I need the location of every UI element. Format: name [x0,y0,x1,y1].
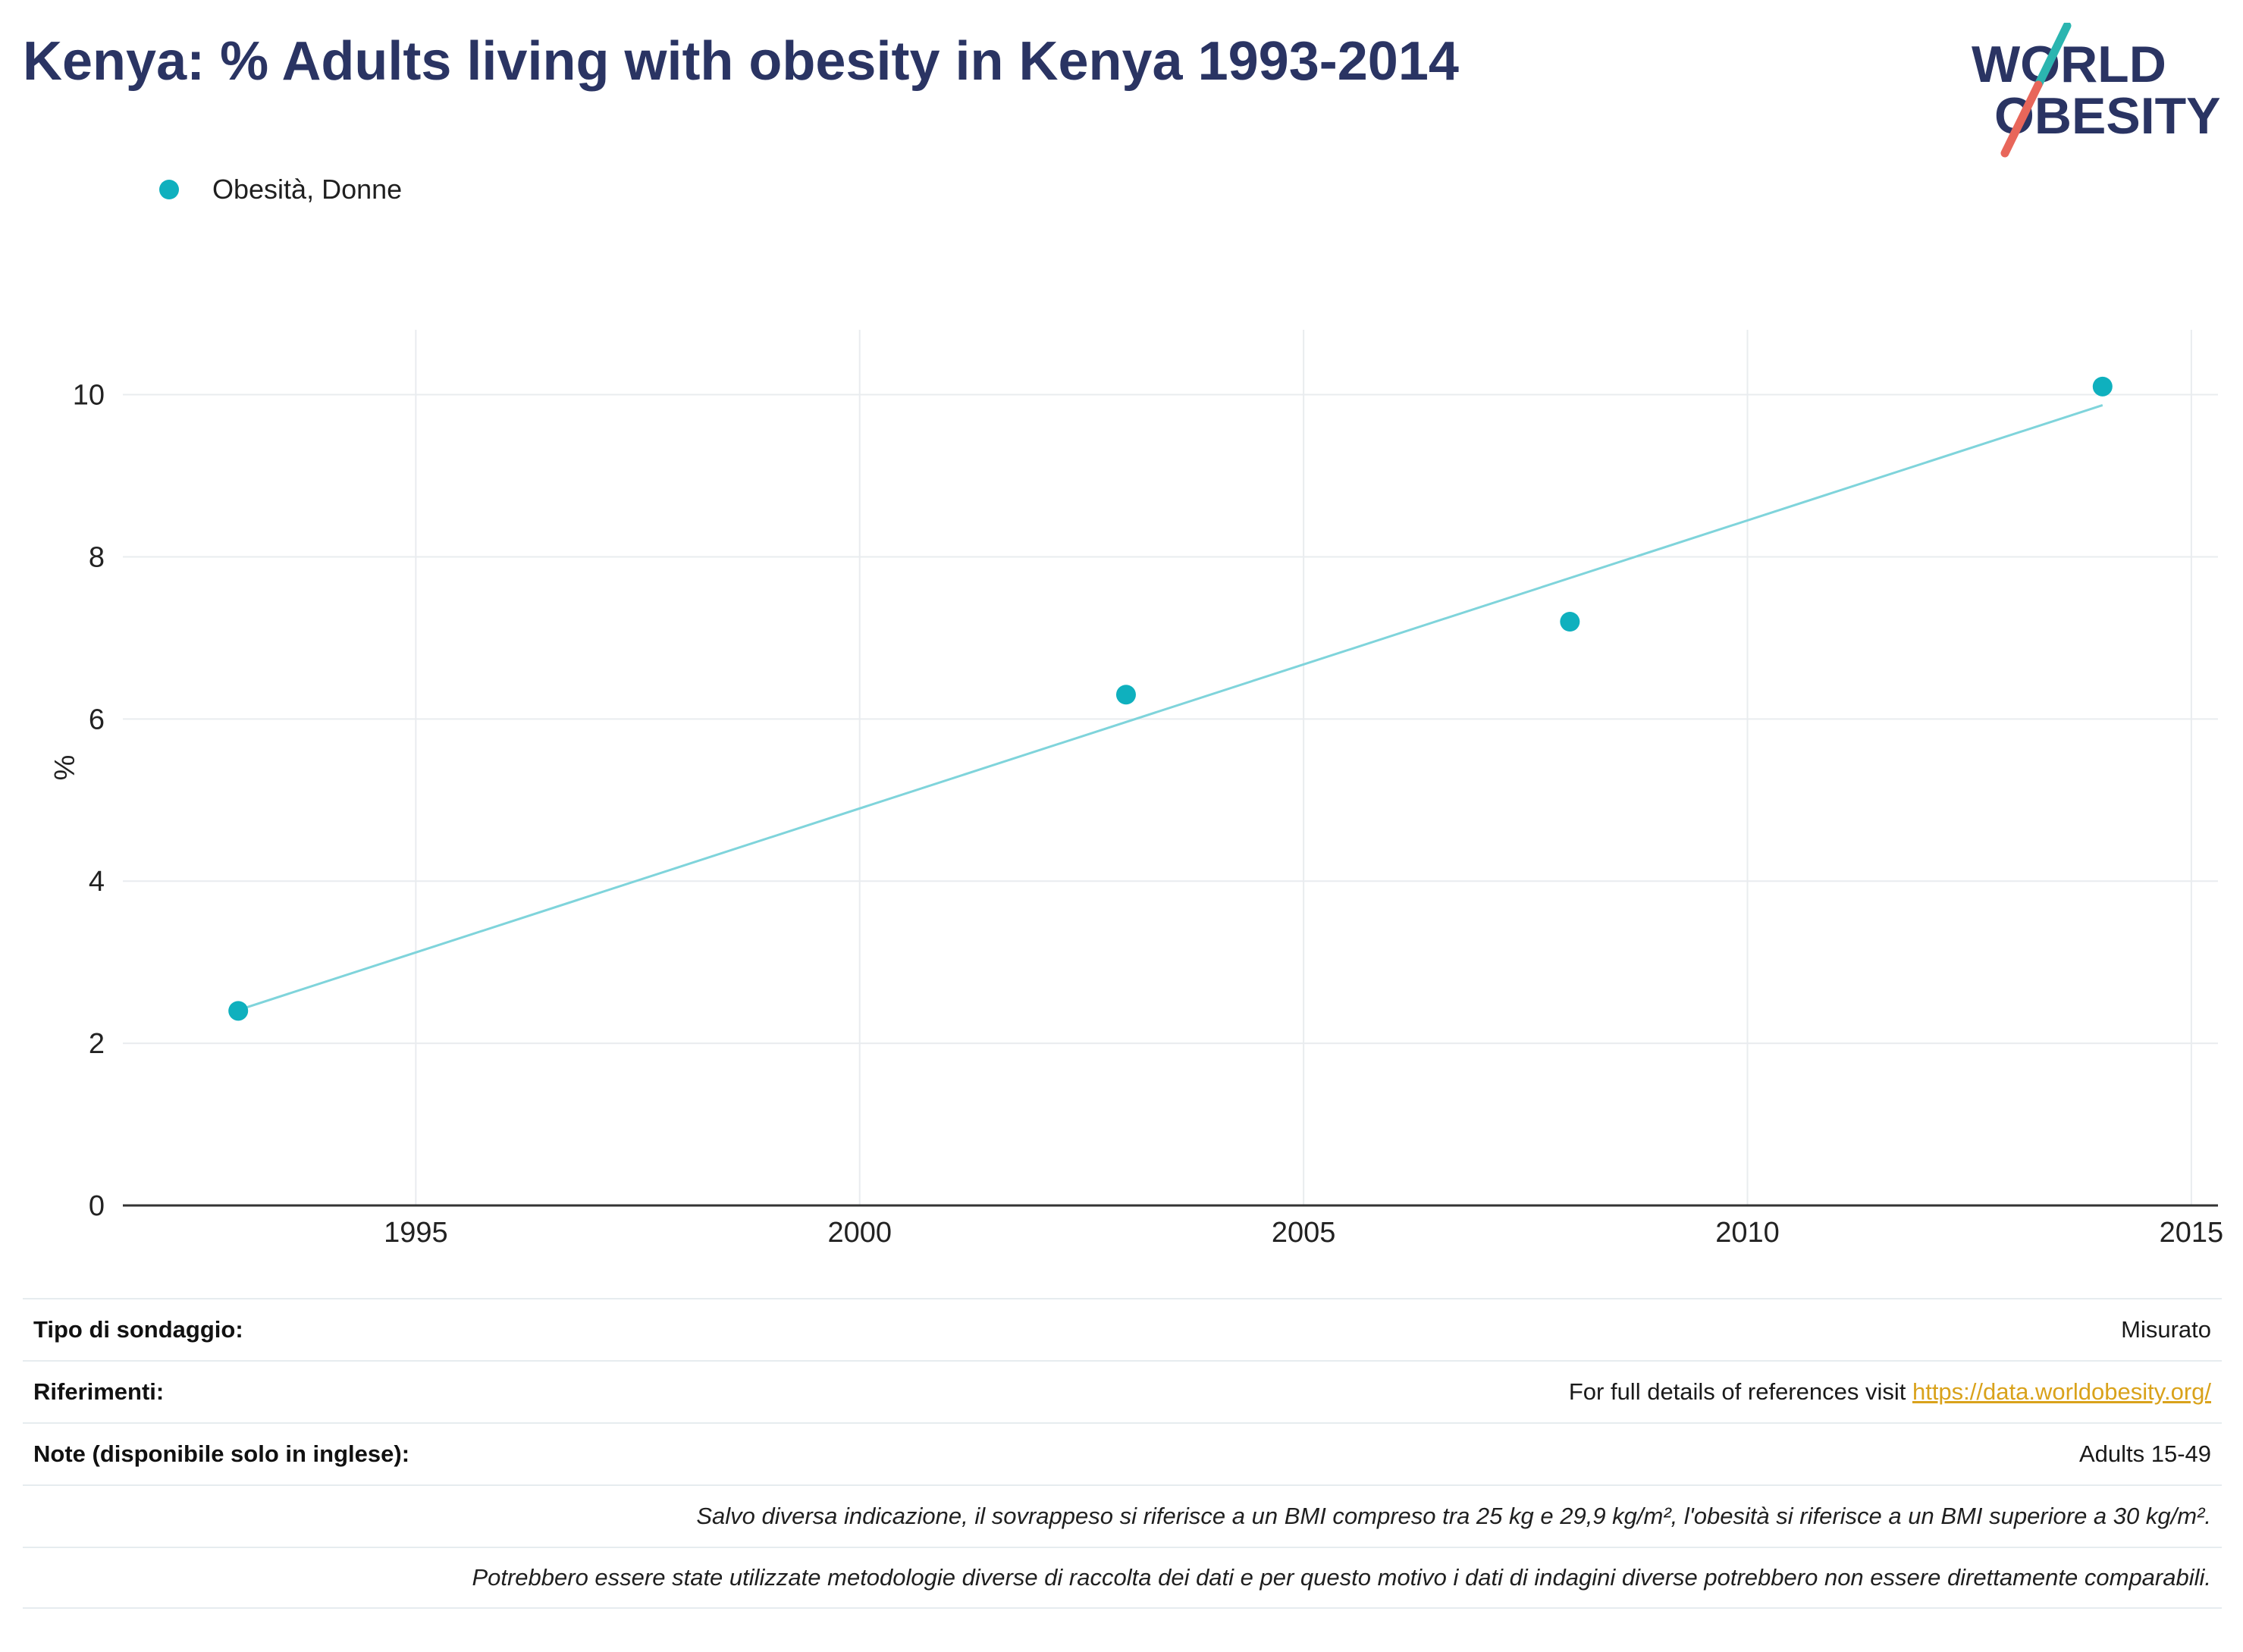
survey-type-label: Tipo di sondaggio: [33,1316,243,1343]
footnote-methodology: Potrebbero essere state utilizzate metod… [472,1564,2211,1591]
x-tick-label: 1995 [384,1217,448,1249]
data-point [228,1001,249,1021]
obesity-scatter-chart: 1995 2000 2005 2010 2015 0 2 4 6 8 10% [48,330,2224,1249]
footnote-row-bmi: Salvo diversa indicazione, il sovrappeso… [23,1484,2222,1547]
y-tick-label: 6 [89,704,105,735]
data-point [1115,685,1136,705]
world-obesity-logo: WORLD OBESITY [1972,23,2221,158]
references-link[interactable]: https://data.worldobesity.org/ [1912,1378,2211,1405]
references-row: Riferimenti: For full details of referen… [23,1360,2222,1422]
logo-word-world: WORLD [1972,36,2166,93]
x-tick-label: 2015 [2160,1217,2224,1249]
references-label: Riferimenti: [33,1378,165,1405]
legend-marker-icon [159,180,179,199]
logo-slash-teal [2034,23,2072,89]
x-tick-label: 2010 [1715,1217,1780,1249]
y-tick-label: 0 [89,1190,105,1222]
footnote-bmi: Salvo diversa indicazione, il sovrappeso… [696,1503,2211,1529]
y-axis-title: % [48,755,80,781]
y-tick-label: 8 [89,541,105,573]
y-tick-label: 10 [73,380,105,412]
y-tick-label: 2 [89,1028,105,1060]
x-tick-label: 2005 [1272,1217,1336,1249]
survey-type-value: Misurato [2121,1316,2211,1343]
notes-value: Adults 15-49 [2078,1440,2211,1467]
info-table: Tipo di sondaggio: Misurato Riferimenti:… [23,1298,2222,1609]
data-point [1560,612,1580,632]
references-value: For full details of references visit htt… [1569,1378,2211,1406]
page-title: Kenya: % Adults living with obesity in K… [23,31,1459,92]
notes-label: Note (disponibile solo in inglese): [33,1440,410,1467]
data-point [2092,376,2113,397]
legend-label: Obesità, Donne [212,174,403,205]
logo-slash-red [2000,80,2043,158]
survey-type-row: Tipo di sondaggio: Misurato [23,1298,2222,1360]
footnote-row-methodology: Potrebbero essere state utilizzate metod… [23,1547,2222,1609]
references-text: For full details of references visit [1568,1378,1912,1405]
trendline [237,404,2103,1011]
notes-row: Note (disponibile solo in inglese): Adul… [23,1422,2222,1484]
chart-legend[interactable]: Obesità, Donne [159,168,402,211]
x-tick-label: 2000 [827,1217,892,1249]
y-tick-label: 4 [89,866,105,898]
